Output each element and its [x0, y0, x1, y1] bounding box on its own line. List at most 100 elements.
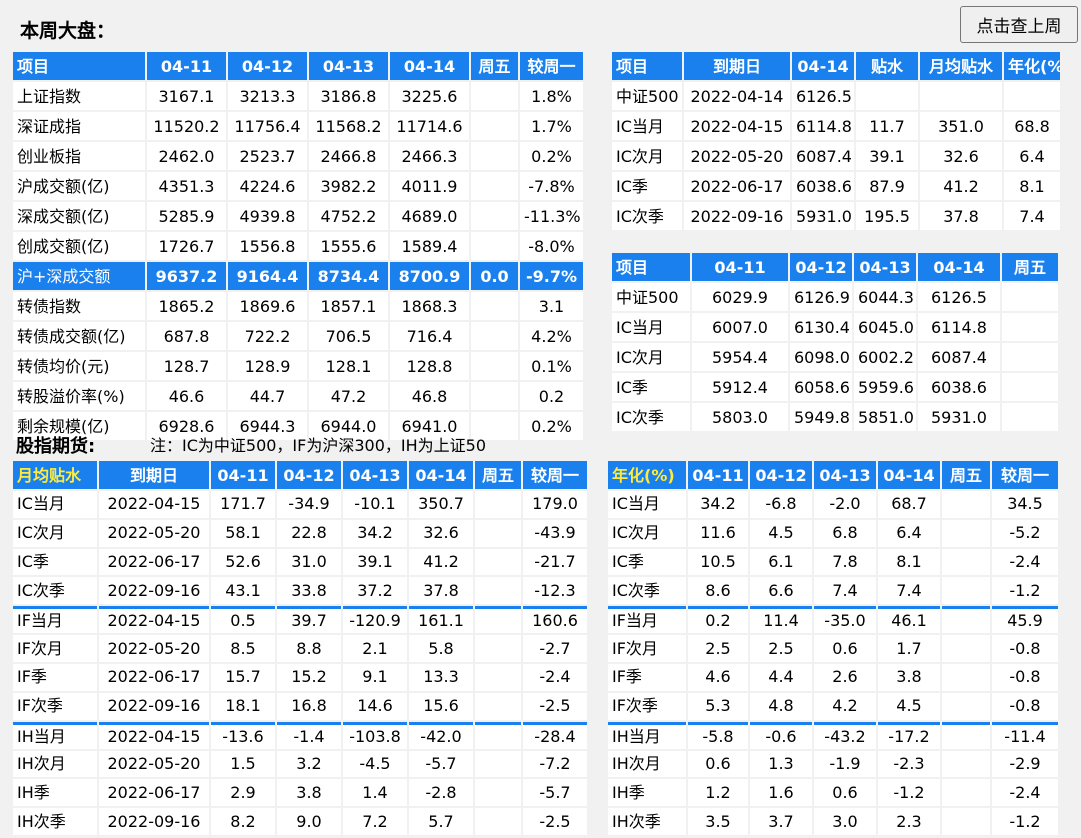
- table-cell: 3.0: [814, 808, 876, 835]
- table-cell: [1002, 343, 1058, 371]
- table-cell: 3982.2: [309, 172, 388, 200]
- table-cell: 1.6: [750, 779, 812, 807]
- table-cell: 7.2: [343, 808, 407, 835]
- table-cell: 2022-04-15: [99, 721, 209, 749]
- table-cell: 32.6: [409, 519, 473, 547]
- table-cell: 1726.7: [147, 232, 226, 260]
- market-header-row: 项目 04-11 04-12 04-13 04-14 周五 较周一: [13, 52, 583, 80]
- futures-price-table: 项目 04-11 04-12 04-13 04-14 周五 中证500 6029.…: [610, 251, 1060, 433]
- table-row: 转债指数 1865.2 1869.6 1857.1 1868.3 3.1: [13, 292, 583, 320]
- table-cell: 2022-04-15: [99, 491, 209, 518]
- header-cell: 04-14: [918, 253, 1000, 281]
- header-cell: 周五: [475, 461, 521, 489]
- table-cell: 1868.3: [390, 292, 469, 320]
- row-label: IH季: [608, 779, 686, 807]
- table-row: IC次季 2022-09-16 5931.0 195.5 37.8 7.4: [612, 202, 1060, 230]
- table-cell: [471, 412, 518, 440]
- table-cell: 4011.9: [390, 172, 469, 200]
- table-cell: 4689.0: [390, 202, 469, 230]
- table-cell: 1.5: [211, 750, 275, 778]
- table-cell: 15.7: [211, 663, 275, 691]
- table-cell: 6007.0: [692, 313, 788, 341]
- table-cell: 68.7: [878, 491, 940, 518]
- table-cell: -2.7: [523, 635, 587, 662]
- table-cell: -1.9: [814, 750, 876, 778]
- header-cell: 04-13: [854, 253, 916, 281]
- table-cell: 179.0: [523, 491, 587, 518]
- header-cell: 到期日: [99, 461, 209, 489]
- table-cell: 8.6: [688, 577, 748, 605]
- table-cell: -2.4: [992, 779, 1058, 807]
- table-cell: [942, 519, 990, 547]
- table-cell: 5851.0: [854, 403, 916, 431]
- table-row: IF当月 2022-04-15 0.5 39.7 -120.9 161.1 160.6: [13, 606, 587, 634]
- row-label: IC当月: [612, 112, 682, 140]
- table-cell: -2.8: [409, 779, 473, 807]
- table-cell: -2.5: [523, 808, 587, 835]
- table-cell: 3.7: [750, 808, 812, 835]
- table-cell: -2.5: [523, 692, 587, 720]
- table-cell: 6038.6: [792, 172, 854, 200]
- view-last-week-button[interactable]: 点击查上周: [960, 6, 1078, 43]
- table-cell: -0.8: [992, 692, 1058, 720]
- table-cell: -1.4: [277, 721, 341, 749]
- table-cell: 9.1: [343, 663, 407, 691]
- table-cell: 6.4: [1004, 142, 1060, 170]
- table-cell: -11.4: [992, 721, 1058, 749]
- futures-note: 注：IC为中证500，IF为沪深300，IH为上证50: [150, 436, 487, 455]
- table-row: 剩余规模(亿) 6928.6 6944.3 6944.0 6941.0 0.2%: [13, 412, 583, 440]
- table-cell: 43.1: [211, 577, 275, 605]
- table-cell: 6087.4: [918, 343, 1000, 371]
- header-cell: 项目: [612, 253, 690, 281]
- table-row: IC次季 5803.0 5949.8 5851.0 5931.0: [612, 403, 1058, 431]
- table-cell: 1.7: [878, 635, 940, 662]
- row-label: IC季: [612, 172, 682, 200]
- table-cell: -43.2: [814, 721, 876, 749]
- table-cell: 68.8: [1004, 112, 1060, 140]
- table-cell: -0.6: [750, 721, 812, 749]
- table-cell: [942, 692, 990, 720]
- table-cell: [471, 142, 518, 170]
- table-cell: 2022-04-14: [684, 82, 790, 110]
- table-cell: 11714.6: [390, 112, 469, 140]
- table-row: IF当月 0.2 11.4 -35.0 46.1 45.9: [608, 606, 1058, 634]
- table-cell: 2022-04-15: [684, 112, 790, 140]
- header-cell: 04-14: [792, 52, 854, 80]
- row-label: 剩余规模(亿): [13, 412, 145, 440]
- table-cell: -21.7: [523, 548, 587, 576]
- table-cell: 128.8: [390, 352, 469, 380]
- table-cell: 161.1: [409, 606, 473, 634]
- discount-header-row: 项目 到期日 04-14 贴水 月均贴水 年化(%): [612, 52, 1060, 80]
- table-cell: [475, 635, 521, 662]
- table-cell: [475, 548, 521, 576]
- table-cell: -0.8: [992, 663, 1058, 691]
- table-cell: 4.2%: [520, 322, 583, 350]
- row-label: IC当月: [608, 491, 686, 518]
- table-cell: -1.2: [992, 808, 1058, 835]
- table-cell: 10.5: [688, 548, 748, 576]
- row-label: 中证500: [612, 283, 690, 311]
- table-row: 中证500 2022-04-14 6126.5: [612, 82, 1060, 110]
- table-cell: 2466.3: [390, 142, 469, 170]
- header-cell: 04-14: [409, 461, 473, 489]
- table-cell: 11.4: [750, 606, 812, 634]
- table-row: IC当月 6007.0 6130.4 6045.0 6114.8: [612, 313, 1058, 341]
- table-cell: 8700.9: [390, 262, 469, 290]
- table-cell: 3.1: [520, 292, 583, 320]
- table-cell: 2022-05-20: [684, 142, 790, 170]
- table-cell: 8.2: [211, 808, 275, 835]
- table-cell: 160.6: [523, 606, 587, 634]
- row-label: 创业板指: [13, 142, 145, 170]
- table-row: IC季 2022-06-17 52.6 31.0 39.1 41.2 -21.7: [13, 548, 587, 576]
- table-cell: 37.2: [343, 577, 407, 605]
- table-cell: -7.8%: [520, 172, 583, 200]
- table-cell: 706.5: [309, 322, 388, 350]
- row-label: IH季: [13, 779, 97, 807]
- table-cell: 8734.4: [309, 262, 388, 290]
- header-cell: 04-12: [790, 253, 852, 281]
- table-cell: 0.6: [688, 750, 748, 778]
- row-label: 转股溢价率(%): [13, 382, 145, 410]
- table-cell: 6098.0: [790, 343, 852, 371]
- table-cell: [942, 721, 990, 749]
- row-label: IH次月: [13, 750, 97, 778]
